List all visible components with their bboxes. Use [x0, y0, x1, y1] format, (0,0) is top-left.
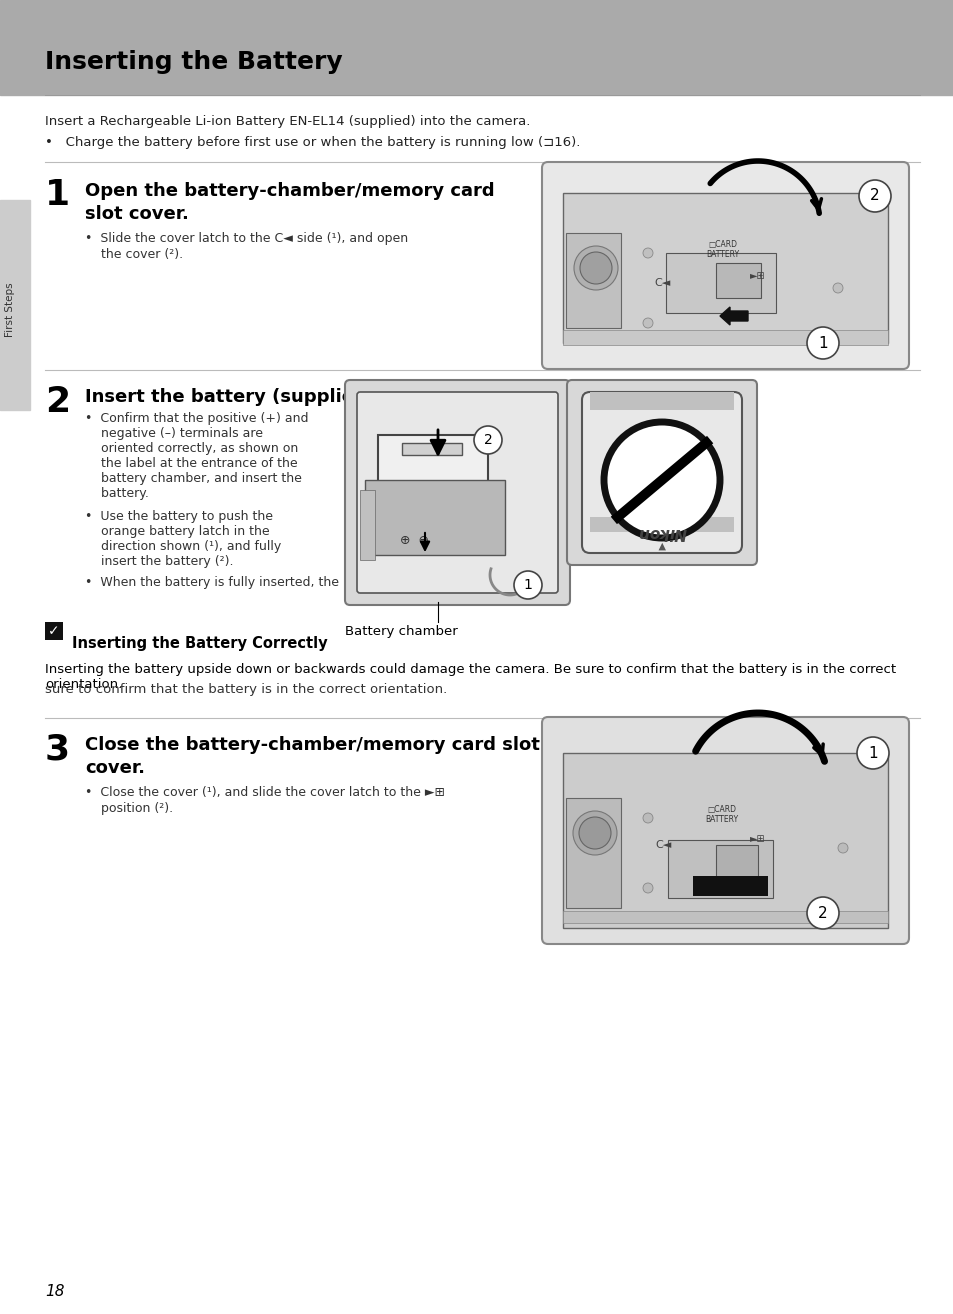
Circle shape [578, 817, 610, 849]
FancyBboxPatch shape [541, 162, 908, 369]
Text: insert the battery (²).: insert the battery (²). [85, 555, 233, 568]
Circle shape [806, 897, 838, 929]
Text: Inserting the Battery Correctly: Inserting the Battery Correctly [71, 636, 327, 650]
Text: Battery chamber: Battery chamber [345, 625, 457, 639]
FancyBboxPatch shape [566, 380, 757, 565]
Bar [401, 443, 461, 455]
Bar [565, 233, 620, 328]
Circle shape [603, 422, 720, 537]
Text: Insert the battery (supplied).: Insert the battery (supplied). [85, 388, 381, 406]
Text: 3: 3 [45, 733, 71, 767]
Bar [0, 200, 30, 410]
Circle shape [642, 883, 652, 894]
FancyArrow shape [720, 307, 747, 325]
FancyBboxPatch shape [541, 717, 908, 943]
Text: Open the battery-chamber/memory card
slot cover.: Open the battery-chamber/memory card slo… [85, 183, 494, 223]
Text: •  Slide the cover latch to the C◄ side (¹), and open: • Slide the cover latch to the C◄ side (… [85, 233, 408, 244]
Bar [365, 480, 504, 555]
Text: 1: 1 [523, 578, 532, 593]
Text: 1: 1 [867, 745, 877, 761]
Text: •   Charge the battery before first use or when the battery is running low (⊐16): • Charge the battery before first use or… [45, 137, 579, 148]
Circle shape [858, 180, 890, 212]
Text: Inserting the battery upside down or backwards could damage the camera. Be sure : Inserting the battery upside down or bac… [45, 664, 895, 691]
Text: 2: 2 [869, 188, 879, 204]
Bar [562, 753, 887, 928]
Text: 2: 2 [818, 905, 827, 921]
Text: position (²).: position (²). [101, 802, 172, 815]
Circle shape [514, 572, 541, 599]
Text: ►⊞: ►⊞ [749, 834, 765, 844]
Text: •  Close the cover (¹), and slide the cover latch to the ►⊞: • Close the cover (¹), and slide the cov… [85, 786, 444, 799]
FancyBboxPatch shape [581, 392, 741, 553]
Text: □CARD
BATTERY: □CARD BATTERY [706, 240, 739, 259]
Bar [589, 392, 733, 410]
FancyBboxPatch shape [345, 380, 569, 604]
Text: 1: 1 [45, 177, 71, 212]
Text: 2: 2 [483, 434, 492, 447]
Bar [377, 435, 488, 551]
Text: □CARD
BATTERY: □CARD BATTERY [704, 805, 738, 824]
Text: orange battery latch in the: orange battery latch in the [85, 526, 270, 537]
FancyBboxPatch shape [356, 392, 558, 593]
Text: ▼: ▼ [658, 540, 665, 551]
Text: 18: 18 [45, 1285, 65, 1300]
Bar [667, 840, 772, 897]
Text: Insert a Rechargeable Li-ion Battery EN-EL14 (supplied) into the camera.: Insert a Rechargeable Li-ion Battery EN-… [45, 116, 530, 127]
Circle shape [856, 737, 888, 769]
Bar [716, 263, 760, 298]
Circle shape [474, 426, 501, 455]
Bar [716, 845, 758, 878]
Text: 2: 2 [45, 385, 71, 419]
Text: negative (–) terminals are: negative (–) terminals are [85, 427, 263, 440]
Text: C◄: C◄ [654, 279, 670, 288]
Text: ✓: ✓ [49, 624, 60, 639]
Text: Inserting the Battery: Inserting the Battery [45, 50, 342, 74]
Circle shape [806, 327, 838, 359]
Bar [0, 0, 953, 95]
Text: sure to confirm that the battery is in the correct orientation.: sure to confirm that the battery is in t… [45, 683, 447, 696]
Circle shape [579, 252, 612, 284]
Text: Nikon: Nikon [637, 526, 686, 540]
Circle shape [573, 811, 617, 855]
Text: direction shown (¹), and fully: direction shown (¹), and fully [85, 540, 281, 553]
Circle shape [832, 283, 842, 293]
Text: oriented correctly, as shown on: oriented correctly, as shown on [85, 442, 298, 455]
Bar [562, 330, 887, 346]
Text: battery.: battery. [85, 487, 149, 501]
Circle shape [642, 248, 652, 258]
Text: C◄: C◄ [655, 840, 672, 850]
Text: •  When the battery is fully inserted, the battery latch locks it in place.: • When the battery is fully inserted, th… [85, 576, 529, 589]
Text: ⊕  ⊖: ⊕ ⊖ [399, 533, 429, 547]
Text: the cover (²).: the cover (²). [101, 248, 183, 261]
Bar [692, 876, 767, 896]
Circle shape [574, 246, 618, 290]
Bar [589, 516, 733, 532]
Text: Close the battery-chamber/memory card slot
cover.: Close the battery-chamber/memory card sl… [85, 736, 539, 777]
Bar [359, 490, 375, 560]
Bar [45, 622, 63, 640]
Text: the label at the entrance of the: the label at the entrance of the [85, 457, 297, 470]
Bar [565, 798, 620, 908]
Bar [562, 911, 887, 922]
Text: 1: 1 [818, 335, 827, 351]
Text: ►⊞: ►⊞ [749, 271, 765, 281]
Circle shape [837, 844, 847, 853]
Bar [665, 254, 775, 313]
Circle shape [642, 813, 652, 823]
Bar [562, 193, 887, 343]
Text: battery chamber, and insert the: battery chamber, and insert the [85, 472, 301, 485]
Circle shape [642, 318, 652, 328]
Text: •  Use the battery to push the: • Use the battery to push the [85, 510, 273, 523]
Text: First Steps: First Steps [5, 283, 15, 338]
Text: •  Confirm that the positive (+) and: • Confirm that the positive (+) and [85, 413, 308, 424]
